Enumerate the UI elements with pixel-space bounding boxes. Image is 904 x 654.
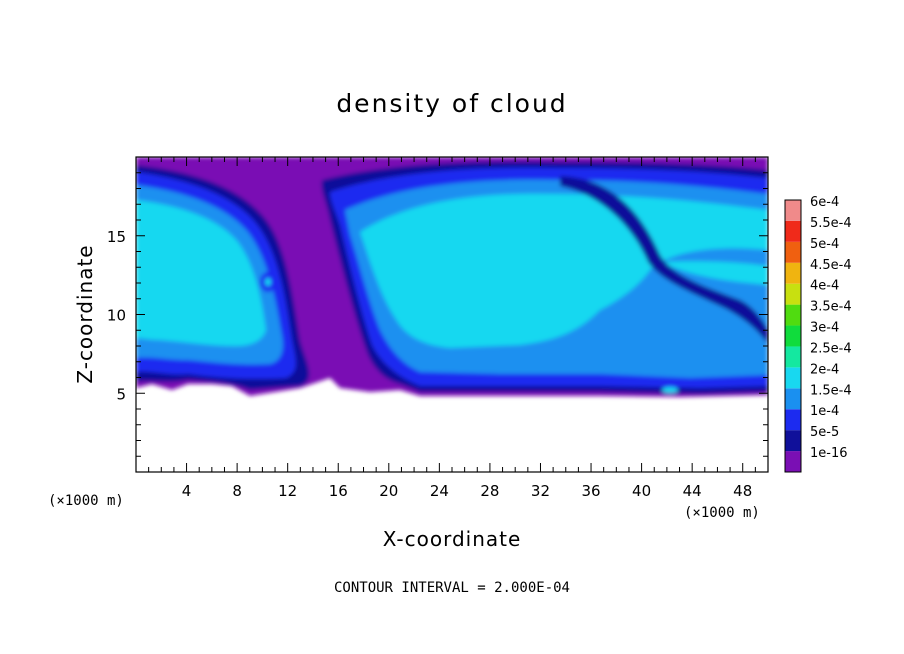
colorbar-label: 4.5e-4: [810, 258, 852, 273]
x-unit-label-left: (×1000 m): [48, 493, 124, 509]
x-unit-label-right: (×1000 m): [684, 505, 760, 521]
x-tick-label: 16: [329, 482, 348, 500]
colorbar-label: 6e-4: [810, 195, 839, 210]
colorbar-swatch: [785, 430, 801, 452]
colorbar-swatch: [785, 262, 801, 284]
colorbar-label: 3e-4: [810, 321, 839, 336]
descending-band: [560, 176, 768, 344]
y-tick-label: 5: [116, 385, 126, 403]
x-tick-label: 32: [531, 482, 550, 500]
colorbar-swatch: [785, 346, 801, 368]
colorbar-label: 1e-4: [810, 404, 839, 419]
x-tick-label: 44: [683, 482, 702, 500]
colorbar-swatch: [785, 367, 801, 389]
y-tick-label: 10: [107, 307, 126, 325]
colorbar-label: 1.5e-4: [810, 383, 852, 398]
colorbar: 1e-16 5e-5 1e-4 1.5e-4 2e-4 2.5e-4 3e-4 3.5e-4 4…: [784, 195, 852, 473]
x-tick-label: 40: [632, 482, 651, 500]
colorbar-label: 4e-4: [810, 279, 839, 294]
x-tick-label: 48: [733, 482, 752, 500]
density-field: [136, 157, 768, 397]
y-axis: 5 10 15: [107, 172, 768, 457]
colorbar-label: 3.5e-4: [810, 300, 852, 315]
colorbar-swatch: [785, 304, 801, 326]
colorbar-swatch: [785, 283, 801, 305]
chart-title: density of cloud: [336, 89, 567, 118]
y-axis-title: Z-coordinate: [73, 244, 97, 383]
colorbar-swatch: [785, 388, 801, 410]
colorbar-swatch: [785, 241, 801, 263]
x-tick-label: 20: [379, 482, 398, 500]
x-tick-label: 24: [430, 482, 449, 500]
colorbar-label: 1e-16: [810, 446, 848, 461]
colorbar-swatch: [785, 451, 801, 472]
colorbar-swatch: [785, 325, 801, 347]
x-axis: 4 8 12 16 20 24 28 32 36 40 44 48: [148, 157, 756, 500]
colorbar-swatch: [785, 409, 801, 431]
colorbar-label: 2.5e-4: [810, 341, 852, 356]
contour-interval-note: CONTOUR INTERVAL = 2.000E-04: [334, 580, 570, 596]
x-tick-label: 12: [278, 482, 297, 500]
contour-level-2e-4: [136, 193, 768, 348]
colorbar-label: 2e-4: [810, 362, 839, 377]
x-tick-label: 36: [581, 482, 600, 500]
colorbar-swatch: [785, 220, 801, 242]
base-feature: [662, 387, 678, 393]
colorbar-label: 5.5e-4: [810, 216, 852, 231]
plot-area: [135, 156, 769, 473]
colorbar-label: 5e-4: [810, 237, 839, 252]
bubble-feature-core: [265, 278, 271, 286]
colorbar-swatch: [785, 200, 801, 221]
x-tick-label: 28: [480, 482, 499, 500]
x-tick-label: 8: [232, 482, 242, 500]
colorbar-label: 5e-5: [810, 425, 839, 440]
x-tick-label: 4: [182, 482, 192, 500]
x-axis-title: X-coordinate: [383, 527, 522, 551]
y-tick-label: 15: [107, 228, 126, 246]
colorbar-frame: [784, 199, 802, 473]
